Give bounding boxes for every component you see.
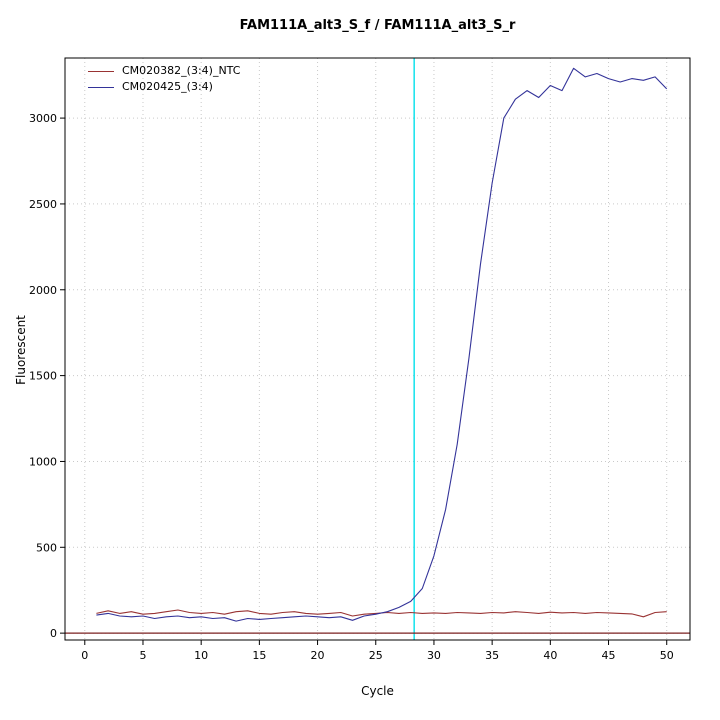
x-tick-label: 45 <box>602 649 616 662</box>
legend: CM020382_(3:4)_NTC CM020425_(3:4) <box>88 64 240 94</box>
legend-line-swatch-ntc <box>88 70 114 72</box>
legend-item-ntc: CM020382_(3:4)_NTC <box>88 64 240 78</box>
x-tick-label: 0 <box>81 649 88 662</box>
y-tick-label: 2500 <box>29 198 57 211</box>
y-tick-label: 1000 <box>29 455 57 468</box>
y-tick-label: 500 <box>36 541 57 554</box>
x-tick-label: 5 <box>139 649 146 662</box>
x-axis-label: Cycle <box>361 684 394 698</box>
y-tick-label: 1500 <box>29 370 57 383</box>
x-tick-label: 35 <box>485 649 499 662</box>
x-tick-label: 15 <box>252 649 266 662</box>
chart-title: FAM111A_alt3_S_f / FAM111A_alt3_S_r <box>239 18 516 33</box>
legend-item-sample: CM020425_(3:4) <box>88 80 240 94</box>
y-tick-label: 0 <box>50 627 57 640</box>
x-tick-label: 10 <box>194 649 208 662</box>
x-tick-label: 30 <box>427 649 441 662</box>
x-tick-label: 50 <box>660 649 674 662</box>
y-tick-label: 2000 <box>29 284 57 297</box>
legend-line-swatch-sample <box>88 86 114 88</box>
x-tick-label: 40 <box>543 649 557 662</box>
x-tick-label: 25 <box>369 649 383 662</box>
y-axis-label: Fluorescent <box>14 315 28 385</box>
y-tick-label: 3000 <box>29 112 57 125</box>
plot-border <box>64 57 691 641</box>
legend-label-ntc: CM020382_(3:4)_NTC <box>122 64 241 77</box>
series-line-1 <box>96 67 668 622</box>
x-tick-label: 20 <box>311 649 325 662</box>
legend-label-sample: CM020425_(3:4) <box>122 80 213 93</box>
